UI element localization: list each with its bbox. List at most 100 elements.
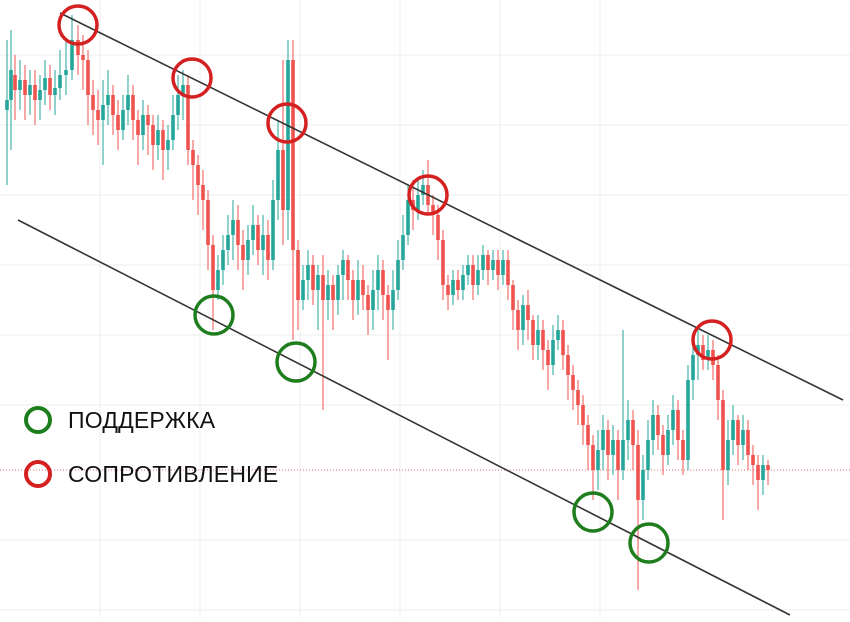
candle-body xyxy=(341,260,345,275)
candle xyxy=(531,315,535,360)
candle-body xyxy=(421,185,425,195)
candle xyxy=(106,70,110,125)
candle-body xyxy=(246,240,250,260)
support-touch-marker xyxy=(572,491,614,533)
candle-body xyxy=(451,280,455,295)
candle-body xyxy=(531,320,535,345)
candle-body xyxy=(521,305,525,330)
candle-body xyxy=(671,410,675,430)
candle-body xyxy=(641,470,645,500)
candle-body xyxy=(48,78,52,95)
candle-body xyxy=(561,330,565,355)
candle-body xyxy=(176,95,180,115)
candle-body xyxy=(481,255,485,270)
candle-body xyxy=(226,235,230,250)
candle xyxy=(661,425,665,475)
candle xyxy=(681,430,685,475)
candle xyxy=(281,60,285,245)
candle-body xyxy=(196,165,200,185)
candle-body xyxy=(681,440,685,460)
candle-body xyxy=(431,205,435,215)
candle xyxy=(151,115,155,170)
legend-label-resistance: СОПРОТИВЛЕНИЕ xyxy=(68,460,279,487)
candle xyxy=(481,245,485,280)
candle-body xyxy=(486,255,490,270)
candle xyxy=(366,285,370,335)
candle xyxy=(596,430,600,490)
candle xyxy=(201,170,205,230)
candle xyxy=(43,60,47,105)
candle xyxy=(96,90,100,145)
legend-label-support: ПОДДЕРЖКА xyxy=(68,406,216,433)
candle-body xyxy=(606,430,610,455)
candle xyxy=(641,455,645,520)
candle-body xyxy=(646,440,650,470)
candle-body xyxy=(33,85,37,100)
resistance-touch-marker xyxy=(171,57,213,99)
resistance-touch-marker xyxy=(691,319,733,361)
candle xyxy=(396,240,400,300)
candle-body xyxy=(381,270,385,295)
candle xyxy=(456,270,460,300)
candle xyxy=(731,405,735,455)
candle xyxy=(33,70,37,125)
candle xyxy=(301,265,305,310)
candle-body xyxy=(81,55,85,60)
candle-body xyxy=(91,95,95,110)
candle xyxy=(326,270,330,320)
candle xyxy=(736,415,740,465)
candle-body xyxy=(58,75,62,88)
candle-body xyxy=(526,305,530,320)
candle xyxy=(476,255,480,295)
candle-body xyxy=(636,445,640,500)
candle xyxy=(101,80,105,165)
candle xyxy=(741,415,745,460)
candle xyxy=(321,255,325,410)
candle xyxy=(571,365,575,410)
candle-body xyxy=(23,80,27,95)
candle-body xyxy=(456,280,460,290)
candle-body xyxy=(701,345,705,360)
candle-body xyxy=(356,280,360,300)
candle xyxy=(356,260,360,315)
legend-item-support: ПОДДЕРЖКА xyxy=(24,400,278,440)
candle xyxy=(601,415,605,470)
candle-body xyxy=(401,235,405,260)
candle xyxy=(616,430,620,500)
candle-body xyxy=(396,260,400,290)
candle-body xyxy=(366,295,370,310)
candle xyxy=(206,190,210,270)
candle-body xyxy=(306,265,310,280)
candle xyxy=(591,435,595,500)
candle-body xyxy=(131,95,135,120)
legend: ПОДДЕРЖКА СОПРОТИВЛЕНИЕ xyxy=(24,400,278,508)
candle-body xyxy=(13,75,17,90)
candle xyxy=(296,240,300,330)
candle-body xyxy=(64,70,68,75)
candle xyxy=(756,455,760,510)
candle xyxy=(761,455,765,495)
candle-body xyxy=(151,125,155,145)
candle-body xyxy=(76,40,80,55)
candle xyxy=(116,100,120,150)
candle-body xyxy=(506,260,510,285)
candle xyxy=(636,430,640,590)
candle xyxy=(221,235,225,285)
candle-body xyxy=(461,275,465,290)
candle-body xyxy=(316,275,320,290)
candle xyxy=(191,140,195,200)
candle xyxy=(241,230,245,290)
candle xyxy=(716,355,720,420)
candle xyxy=(146,105,150,155)
candle-body xyxy=(406,200,410,235)
candle-body xyxy=(436,215,440,240)
candle xyxy=(176,75,180,130)
candle-body xyxy=(336,275,340,300)
candle-body xyxy=(296,250,300,300)
candle xyxy=(656,405,660,450)
candle xyxy=(226,215,230,265)
candle-body xyxy=(761,465,765,480)
